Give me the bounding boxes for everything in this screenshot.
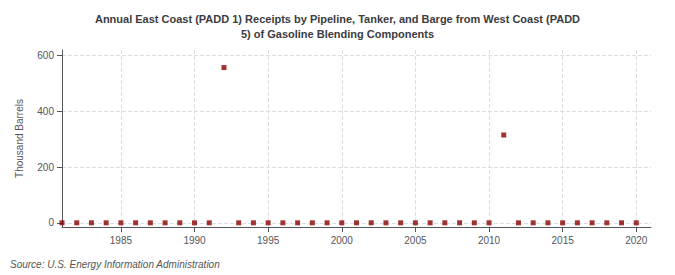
svg-text:1990: 1990 [183,235,206,246]
svg-text:200: 200 [37,162,54,173]
svg-text:600: 600 [37,50,54,61]
svg-text:1985: 1985 [110,235,133,246]
svg-text:5) of Gasoline Blending Compon: 5) of Gasoline Blending Components [241,28,434,40]
svg-text:0: 0 [48,217,54,228]
svg-text:Source: U.S. Energy Informatio: Source: U.S. Energy Information Administ… [10,259,220,270]
svg-text:Annual East Coast (PADD 1) Rec: Annual East Coast (PADD 1) Receipts by P… [95,13,580,25]
svg-text:2020: 2020 [625,235,648,246]
svg-text:Thousand Barrels: Thousand Barrels [14,99,25,178]
svg-text:2015: 2015 [552,235,575,246]
svg-text:1995: 1995 [257,235,280,246]
svg-text:2010: 2010 [478,235,501,246]
svg-text:2005: 2005 [404,235,427,246]
svg-text:400: 400 [37,106,54,117]
svg-text:2000: 2000 [331,235,354,246]
